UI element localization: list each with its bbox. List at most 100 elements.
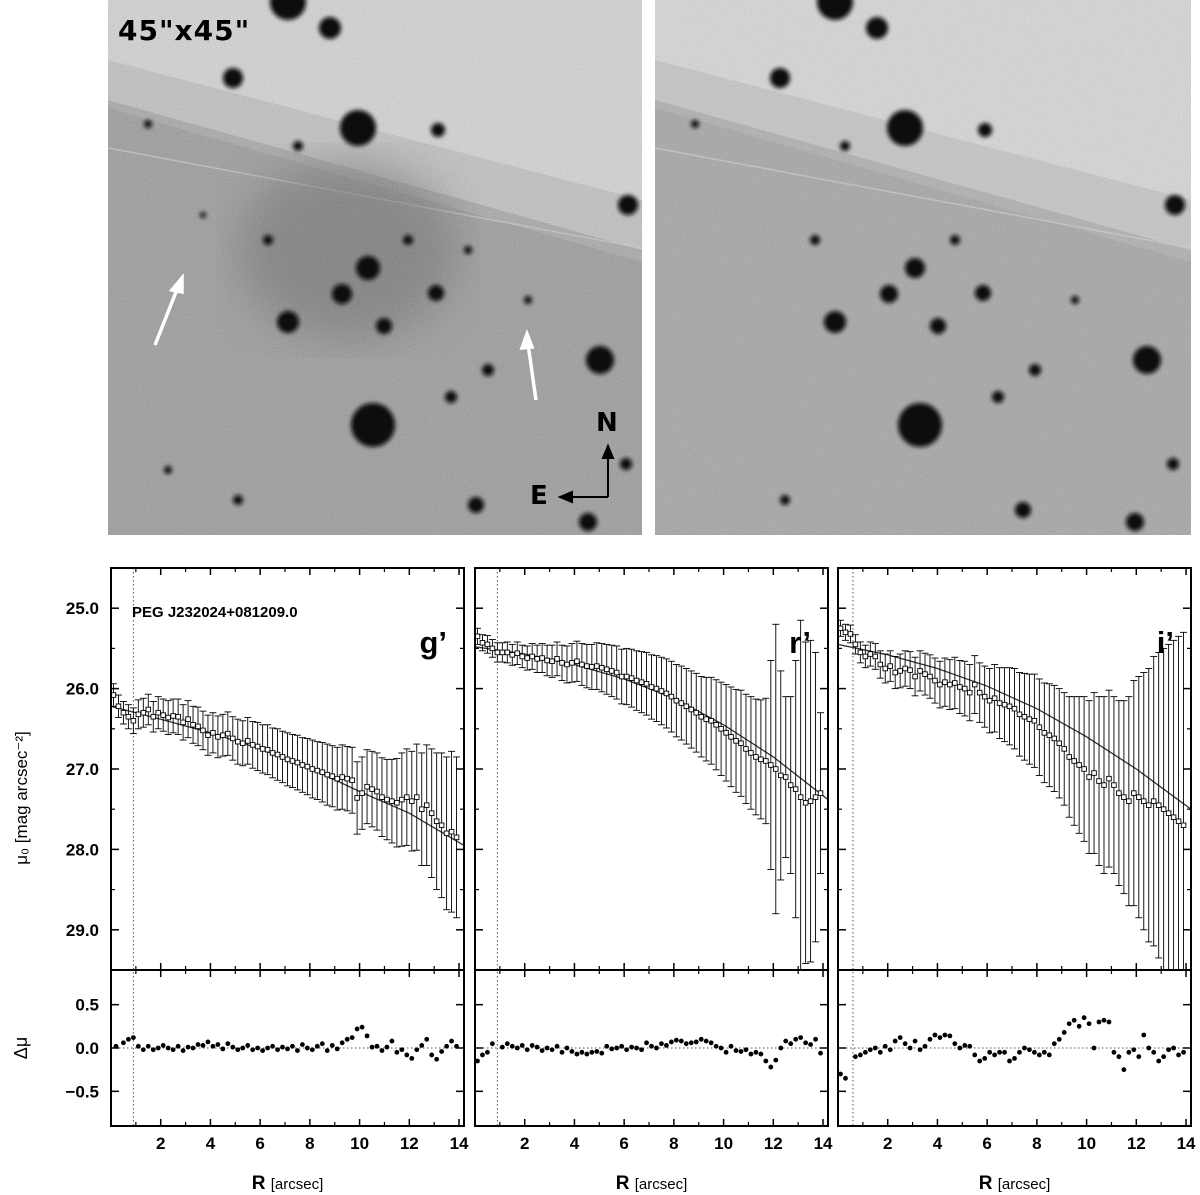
- data-point: [967, 689, 973, 696]
- residual-point: [260, 1048, 266, 1053]
- data-point: [653, 685, 660, 692]
- profile-data: [838, 619, 1188, 970]
- residual-point: [1012, 1056, 1017, 1061]
- residual-point: [977, 1058, 983, 1064]
- data-point: [264, 746, 271, 753]
- profile-panel-3: 2 4 6 8 10 12 14 i’ R [arcsec]: [837, 567, 1196, 1194]
- data-point: [787, 782, 794, 788]
- residual-point: [175, 1043, 181, 1049]
- residual-point: [235, 1047, 241, 1053]
- x-tick-label: 2: [520, 1134, 529, 1153]
- x-axis-unit: [arcsec]: [998, 1176, 1051, 1193]
- data-point: [872, 653, 879, 660]
- residual-point: [569, 1049, 575, 1054]
- residual-point: [1036, 1052, 1042, 1058]
- data-point: [1131, 790, 1137, 796]
- data-point: [604, 666, 610, 673]
- data-point: [160, 712, 166, 718]
- data-point: [842, 629, 849, 636]
- data-point: [857, 649, 864, 656]
- arrows: [153, 273, 538, 401]
- data-point: [782, 774, 789, 780]
- residual-point: [713, 1043, 719, 1049]
- surface-brightness-profiles: μ₀ [mag arcsec⁻²] Δμ 2 4 6 8 10 12 1425.026.02…: [11, 567, 1196, 1194]
- residual-point: [644, 1040, 649, 1046]
- residual-point: [634, 1045, 639, 1051]
- residual-point: [738, 1049, 744, 1054]
- data-point: [354, 795, 360, 801]
- residual-point: [126, 1036, 131, 1042]
- residual-point: [604, 1043, 610, 1049]
- data-point: [309, 766, 316, 772]
- residual-point: [155, 1045, 161, 1051]
- data-point: [663, 690, 670, 697]
- data-point: [1180, 822, 1187, 829]
- residual-point: [1111, 1049, 1117, 1055]
- data-point: [115, 703, 122, 710]
- data-point: [1170, 814, 1177, 820]
- x-axis-label: R [arcsec]: [979, 1173, 1051, 1194]
- residual-point: [1041, 1049, 1047, 1055]
- data-point: [678, 700, 685, 706]
- data-point: [230, 735, 236, 742]
- residual-point: [475, 1058, 480, 1064]
- data-point: [1026, 716, 1033, 722]
- data-point: [120, 709, 127, 716]
- y-axis-label-surface-brightness: μ₀ [mag arcsec⁻²]: [12, 731, 31, 865]
- residual-point: [872, 1045, 878, 1051]
- residual-point: [1101, 1017, 1107, 1023]
- band-label: r’: [789, 625, 811, 660]
- residual-point: [225, 1041, 231, 1047]
- residual-point: [952, 1041, 958, 1047]
- data-point: [778, 772, 784, 779]
- data-point: [225, 730, 231, 737]
- x-tick-label: 8: [669, 1134, 678, 1153]
- residual-point: [693, 1039, 699, 1045]
- data-point: [862, 653, 869, 660]
- residual-point: [374, 1043, 380, 1049]
- residual-point: [902, 1041, 908, 1047]
- data-point: [1145, 802, 1152, 808]
- image-panel-right: [655, 0, 1191, 535]
- data-point: [584, 663, 590, 669]
- sky-image-model-subtracted: [655, 0, 1191, 535]
- residual-point: [150, 1047, 156, 1053]
- residual-point: [793, 1036, 799, 1042]
- data-point: [887, 663, 893, 669]
- data-point: [847, 631, 854, 637]
- residual-point: [275, 1047, 280, 1053]
- residual-point: [1181, 1049, 1186, 1055]
- band-label: i’: [1157, 625, 1174, 660]
- data-point: [494, 649, 501, 656]
- data-point: [1160, 806, 1167, 812]
- data-point: [594, 663, 600, 669]
- data-point: [534, 656, 540, 662]
- x-tick-label: 4: [206, 1134, 216, 1153]
- residual-point: [220, 1046, 226, 1052]
- residual-point: [798, 1035, 804, 1040]
- data-point: [986, 697, 993, 704]
- residual-point: [559, 1049, 565, 1055]
- data-point: [693, 709, 699, 716]
- data-point: [374, 788, 380, 795]
- residual-point: [624, 1047, 630, 1053]
- data-point: [1121, 794, 1127, 800]
- data-point: [524, 655, 530, 661]
- data-point: [359, 790, 365, 796]
- data-point: [1116, 790, 1122, 796]
- data-point: [509, 652, 516, 658]
- residual-point: [135, 1043, 141, 1049]
- residual-point: [887, 1047, 893, 1053]
- data-point: [947, 681, 953, 688]
- residual-point: [409, 1056, 415, 1061]
- residual-point: [1056, 1036, 1062, 1042]
- data-point: [364, 783, 370, 790]
- data-point: [812, 794, 819, 800]
- residual-point: [773, 1057, 779, 1063]
- data-point: [125, 713, 132, 720]
- data-point: [753, 754, 759, 760]
- residual-point: [369, 1044, 375, 1050]
- residual-point: [509, 1043, 515, 1049]
- x-tick-label: 14: [814, 1134, 833, 1153]
- top-frame: [837, 567, 1192, 971]
